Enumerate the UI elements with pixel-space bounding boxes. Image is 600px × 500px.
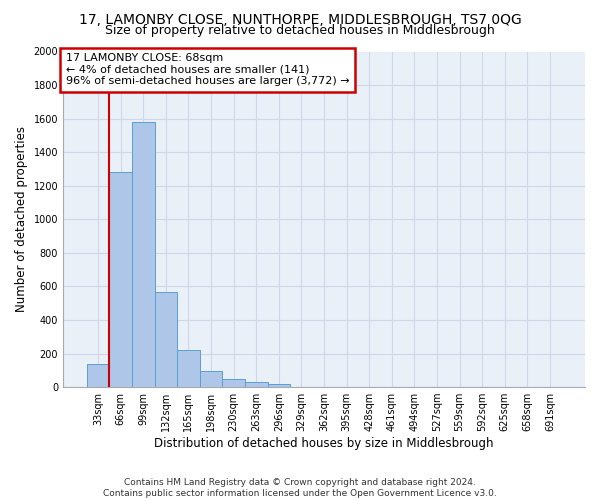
Bar	[132, 122, 155, 387]
Text: 17 LAMONBY CLOSE: 68sqm
← 4% of detached houses are smaller (141)
96% of semi-de: 17 LAMONBY CLOSE: 68sqm ← 4% of detached…	[65, 53, 349, 86]
Bar	[155, 292, 177, 387]
Text: Size of property relative to detached houses in Middlesbrough: Size of property relative to detached ho…	[105, 24, 495, 37]
X-axis label: Distribution of detached houses by size in Middlesbrough: Distribution of detached houses by size …	[154, 437, 494, 450]
Bar	[223, 378, 245, 387]
Y-axis label: Number of detached properties: Number of detached properties	[15, 126, 28, 312]
Bar	[177, 350, 200, 387]
Bar	[245, 382, 268, 387]
Text: Contains HM Land Registry data © Crown copyright and database right 2024.
Contai: Contains HM Land Registry data © Crown c…	[103, 478, 497, 498]
Text: 17, LAMONBY CLOSE, NUNTHORPE, MIDDLESBROUGH, TS7 0QG: 17, LAMONBY CLOSE, NUNTHORPE, MIDDLESBRO…	[79, 12, 521, 26]
Bar	[109, 172, 132, 387]
Bar	[268, 384, 290, 387]
Bar	[200, 371, 223, 387]
Bar	[87, 364, 109, 387]
